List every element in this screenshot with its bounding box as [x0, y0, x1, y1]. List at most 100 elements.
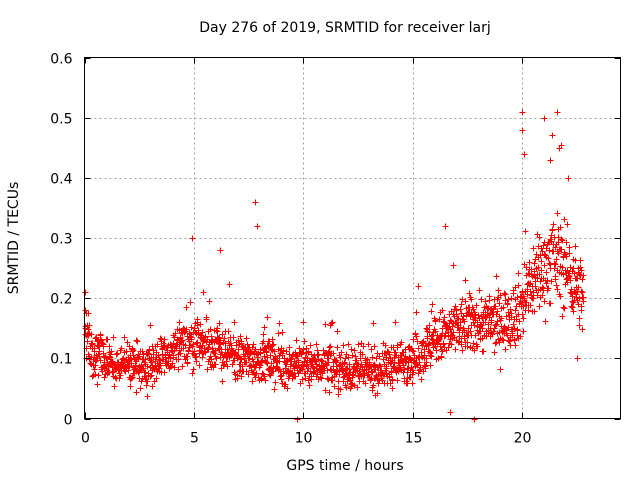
- data-point: [560, 304, 567, 311]
- data-point: [517, 333, 524, 340]
- data-point: [254, 223, 261, 230]
- data-point: [410, 348, 417, 355]
- data-point: [297, 380, 304, 387]
- data-point: [501, 290, 508, 297]
- data-point: [507, 306, 514, 313]
- data-point: [550, 221, 557, 228]
- data-point: [530, 245, 537, 252]
- data-point: [539, 284, 546, 291]
- y-tick-label: 0.4: [50, 172, 72, 188]
- data-point: [113, 351, 120, 358]
- data-point: [292, 373, 299, 380]
- data-point: [538, 267, 545, 274]
- data-point: [149, 383, 156, 390]
- data-point: [502, 291, 509, 298]
- data-point: [137, 385, 144, 392]
- data-point: [284, 385, 291, 392]
- x-axis-label: GPS time / hours: [286, 458, 403, 474]
- data-point: [186, 330, 193, 337]
- data-point: [382, 342, 389, 349]
- data-point: [157, 362, 164, 369]
- data-point: [545, 285, 552, 292]
- data-point: [300, 346, 307, 353]
- data-point: [111, 383, 118, 390]
- data-point: [500, 304, 507, 311]
- data-point: [563, 239, 570, 246]
- data-point: [428, 333, 435, 340]
- data-point: [512, 342, 519, 349]
- data-point: [398, 339, 405, 346]
- data-point: [308, 376, 315, 383]
- data-point: [109, 369, 116, 376]
- data-point: [402, 353, 409, 360]
- data-point: [92, 371, 99, 378]
- data-point: [127, 383, 134, 390]
- data-point: [440, 341, 447, 348]
- data-point: [467, 328, 474, 335]
- data-point: [333, 357, 340, 364]
- data-point: [498, 315, 505, 322]
- data-point: [294, 416, 301, 423]
- data-point: [394, 377, 401, 384]
- data-point: [579, 289, 586, 296]
- data-point: [203, 314, 210, 321]
- data-point: [193, 340, 200, 347]
- data-point: [383, 370, 390, 377]
- data-point: [307, 342, 314, 349]
- data-point: [337, 386, 344, 393]
- data-point: [267, 372, 274, 379]
- data-point: [567, 277, 574, 284]
- data-point: [527, 288, 534, 295]
- data-point: [138, 378, 145, 385]
- data-point: [567, 264, 574, 271]
- data-point: [401, 366, 408, 373]
- data-point: [219, 378, 226, 385]
- data-point: [263, 348, 270, 355]
- data-point: [199, 329, 206, 336]
- data-point: [543, 280, 550, 287]
- data-point: [100, 343, 107, 350]
- data-point: [191, 325, 198, 332]
- data-point: [386, 351, 393, 358]
- data-point: [394, 344, 401, 351]
- data-point: [334, 344, 341, 351]
- data-point: [187, 299, 194, 306]
- data-point: [569, 293, 576, 300]
- data-point: [184, 359, 191, 366]
- data-point: [566, 244, 573, 251]
- data-point: [258, 376, 265, 383]
- data-point: [461, 335, 468, 342]
- data-point: [237, 333, 244, 340]
- data-point: [409, 347, 416, 354]
- data-point: [129, 374, 136, 381]
- data-point: [261, 324, 268, 331]
- data-point: [540, 242, 547, 249]
- data-point: [531, 308, 538, 315]
- data-point: [365, 341, 372, 348]
- data-point: [267, 352, 274, 359]
- data-point: [578, 307, 585, 314]
- data-point: [171, 364, 178, 371]
- data-point: [86, 322, 93, 329]
- data-point: [545, 255, 552, 262]
- data-point: [147, 373, 154, 380]
- data-point: [354, 384, 361, 391]
- data-point: [314, 347, 321, 354]
- data-point: [340, 342, 347, 349]
- data-point: [553, 282, 560, 289]
- data-point: [157, 335, 164, 342]
- data-point: [257, 362, 264, 369]
- data-point: [561, 305, 568, 312]
- x-tick-label: 20: [514, 431, 532, 447]
- data-point: [91, 366, 98, 373]
- chart-title: Day 276 of 2019, SRMTID for receiver lar…: [199, 20, 491, 36]
- data-point: [577, 257, 584, 264]
- data-point: [495, 287, 502, 294]
- data-point: [142, 356, 149, 363]
- data-point: [253, 370, 260, 377]
- x-tick-label: 10: [295, 431, 313, 447]
- data-point: [576, 315, 583, 322]
- data-point: [536, 234, 543, 241]
- y-tick-label: 0.2: [50, 292, 72, 308]
- data-point: [539, 292, 546, 299]
